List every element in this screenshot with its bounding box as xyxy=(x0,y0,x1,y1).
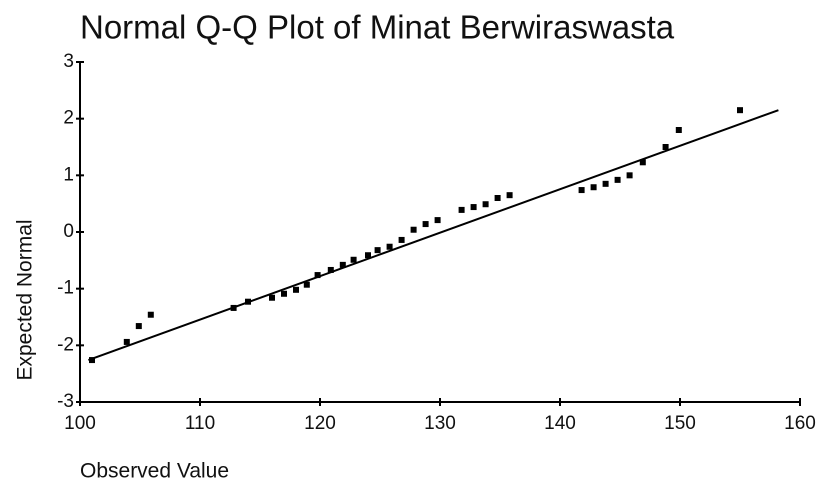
x-tick-label: 150 xyxy=(664,413,696,434)
x-tick-label: 120 xyxy=(304,413,336,434)
point xyxy=(506,192,513,199)
point xyxy=(410,226,417,233)
point xyxy=(281,290,287,297)
point xyxy=(422,221,429,228)
point xyxy=(350,256,357,263)
point xyxy=(327,266,334,273)
x-tick-label: 130 xyxy=(424,413,456,434)
point xyxy=(590,184,597,191)
point xyxy=(269,294,275,301)
reference-line xyxy=(88,109,779,362)
point xyxy=(639,159,646,166)
point xyxy=(482,201,489,208)
point xyxy=(675,127,682,133)
y-tick-label: 0 xyxy=(63,221,74,242)
y-tick-label: 2 xyxy=(63,108,74,129)
y-tick-label: -2 xyxy=(57,334,74,355)
y-tick-label: 1 xyxy=(63,164,74,185)
point xyxy=(398,236,405,243)
point xyxy=(230,304,237,311)
x-tick-label: 110 xyxy=(185,413,215,434)
point xyxy=(339,261,346,268)
point xyxy=(578,187,585,194)
point xyxy=(602,180,609,187)
point xyxy=(314,272,321,279)
point xyxy=(147,311,154,318)
point xyxy=(626,172,633,179)
y-tick-label: 3 xyxy=(63,51,74,72)
chart-title: Normal Q-Q Plot of Minat Berwiraswasta xyxy=(80,9,675,46)
point xyxy=(614,176,621,183)
point xyxy=(374,247,381,254)
y-tick-label: -3 xyxy=(57,391,74,412)
point xyxy=(123,338,130,345)
point xyxy=(293,286,299,293)
point xyxy=(365,252,371,259)
x-tick-label: 100 xyxy=(64,413,96,434)
y-axis-label: Expected Normal xyxy=(14,219,37,380)
y-tick-label: -1 xyxy=(57,278,74,299)
x-tick-label: 160 xyxy=(784,413,816,434)
point xyxy=(303,281,310,288)
point xyxy=(458,206,465,213)
point xyxy=(386,243,393,250)
point xyxy=(737,107,743,114)
point xyxy=(494,195,501,201)
point xyxy=(245,298,251,305)
point xyxy=(662,144,669,150)
point xyxy=(89,357,95,364)
x-tick-label: 140 xyxy=(544,413,576,434)
point xyxy=(135,323,142,330)
point xyxy=(470,204,477,211)
point xyxy=(434,217,441,224)
x-axis-label: Observed Value xyxy=(80,460,229,483)
